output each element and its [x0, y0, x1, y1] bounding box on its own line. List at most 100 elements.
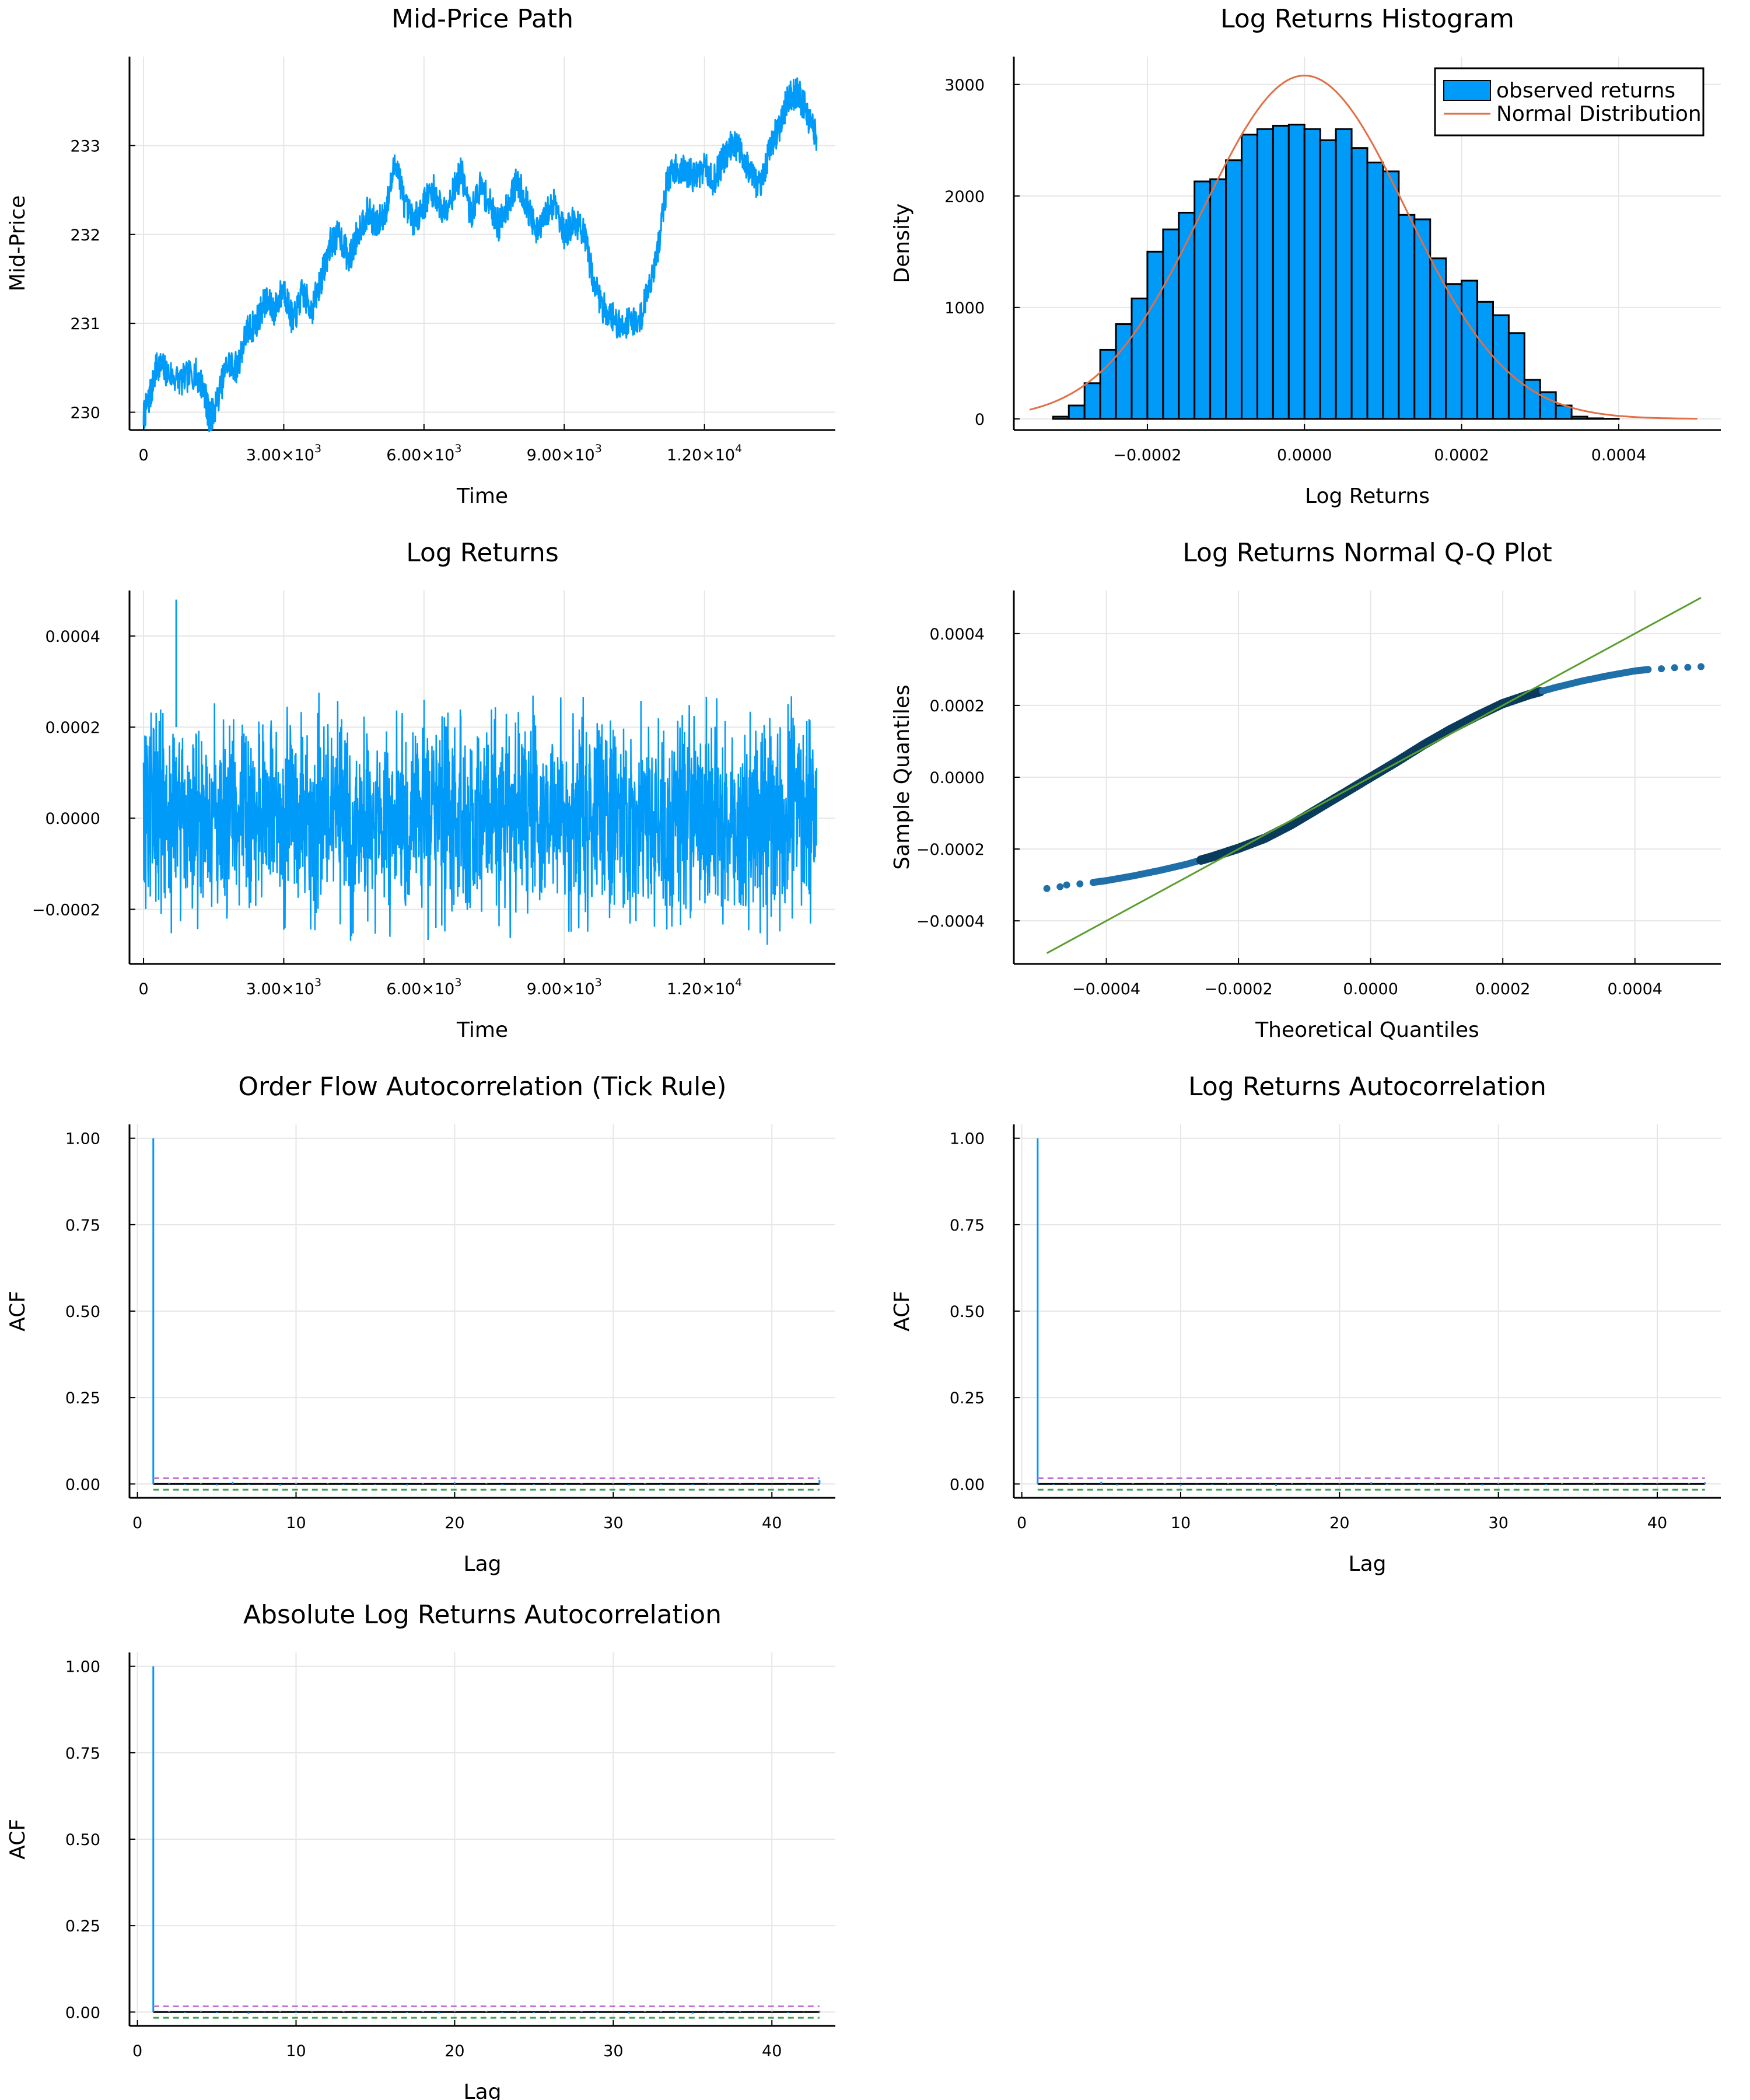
y-tick-label: 1.00 — [65, 1130, 100, 1148]
x-tick-label: 6.00×103 — [386, 442, 461, 464]
x-tick-label: 3.00×103 — [246, 976, 321, 998]
x-tick-label: 0.0000 — [1277, 446, 1332, 464]
x-tick-label: 10 — [1171, 1514, 1191, 1532]
x-tick-label: −0.0004 — [1072, 980, 1140, 998]
histogram-bar — [1382, 170, 1400, 420]
y-tick-label: 0.50 — [65, 1831, 100, 1849]
y-tick-label: 0.00 — [950, 1476, 985, 1494]
qq-point — [1644, 666, 1652, 673]
histogram-bar — [1194, 180, 1212, 420]
histogram-bar — [1335, 128, 1353, 420]
y-tick-label: 0.00 — [65, 2004, 100, 2022]
qq-point — [1684, 663, 1692, 671]
y-tick-label: −0.0002 — [32, 901, 100, 919]
x-tick-label: 6.00×103 — [386, 976, 461, 998]
x-tick-label: 30 — [1489, 1514, 1508, 1532]
y-tick-label: 0.0002 — [46, 719, 100, 737]
legend-label: observed returns — [1496, 79, 1675, 103]
x-axis-label: Lag — [464, 2080, 502, 2100]
histogram-bar — [1209, 178, 1227, 420]
histogram-bar — [1429, 257, 1447, 420]
y-tick-label: 0.0000 — [46, 810, 100, 828]
y-axis-label: ACF — [6, 1819, 30, 1860]
y-tick-label: 0.00 — [65, 1476, 100, 1494]
y-axis-label: Sample Quantiles — [890, 684, 914, 869]
x-tick-label: 0 — [138, 980, 148, 998]
x-axis-label: Time — [456, 484, 508, 508]
qq-point — [1698, 663, 1705, 670]
x-axis-label: Time — [456, 1018, 508, 1042]
x-tick-label: 1.20×104 — [667, 442, 742, 464]
x-axis-label: Log Returns — [1305, 484, 1430, 508]
y-tick-label: 1.00 — [65, 1658, 100, 1676]
x-tick-label: 0.0004 — [1608, 980, 1662, 998]
y-axis-label: Density — [890, 204, 914, 284]
y-axis-label: Mid-Price — [6, 195, 30, 292]
chart-title: Log Returns — [406, 538, 559, 568]
x-tick-label: 0.0004 — [1591, 446, 1646, 464]
x-tick-label: 20 — [1329, 1514, 1349, 1532]
y-tick-label: 231 — [70, 315, 100, 333]
x-tick-label: 10 — [286, 1514, 306, 1532]
histogram-bar — [1319, 139, 1337, 420]
qq-point — [1658, 665, 1665, 673]
y-tick-label: 0.75 — [950, 1217, 985, 1235]
histogram-bar — [1052, 415, 1070, 420]
x-tick-label: 20 — [444, 1514, 464, 1532]
x-tick-label: 40 — [1647, 1514, 1667, 1532]
x-tick-label: 0.0002 — [1434, 446, 1489, 464]
histogram-bar — [1068, 404, 1086, 420]
chart-title: Order Flow Autocorrelation (Tick Rule) — [238, 1072, 726, 1102]
normal-distribution-curve — [1029, 74, 1698, 420]
y-tick-label: 0.75 — [65, 1217, 100, 1235]
y-tick-label: 0.25 — [950, 1389, 985, 1407]
chart-title: Log Returns Autocorrelation — [1188, 1072, 1546, 1102]
histogram-bar — [1476, 301, 1494, 420]
y-tick-label: 0 — [975, 411, 985, 429]
x-tick-label: 0 — [132, 1514, 142, 1532]
y-axis-label: ACF — [6, 1291, 30, 1332]
x-tick-exponent: 3 — [314, 976, 321, 989]
histogram-bar — [1146, 250, 1164, 420]
y-tick-label: −0.0004 — [916, 913, 985, 931]
histogram-bar — [1303, 128, 1321, 420]
chart-title: Log Returns Histogram — [1220, 4, 1514, 34]
x-tick-exponent: 3 — [595, 442, 602, 455]
qq-point — [1043, 885, 1051, 892]
x-axis-label: Theoretical Quantiles — [1255, 1018, 1479, 1042]
histogram-bar — [1241, 134, 1258, 420]
histogram-bar — [1115, 323, 1133, 420]
x-tick-label: 9.00×103 — [527, 976, 602, 998]
x-tick-label: 30 — [603, 1514, 623, 1532]
x-tick-label: 0.0000 — [1343, 980, 1398, 998]
x-tick-label: −0.0002 — [1113, 446, 1181, 464]
y-tick-label: 0.0000 — [930, 769, 985, 787]
qq-point — [1056, 883, 1064, 890]
histogram-bar — [1256, 128, 1274, 420]
y-tick-label: 1.00 — [950, 1130, 985, 1148]
x-tick-label: 0 — [1017, 1514, 1027, 1532]
histogram-bar — [1570, 415, 1588, 420]
x-tick-exponent: 3 — [454, 976, 461, 989]
x-tick-label: 40 — [762, 2042, 782, 2060]
x-axis-label: Lag — [464, 1552, 502, 1576]
y-tick-label: 0.25 — [65, 1389, 100, 1407]
qq-point — [1076, 880, 1084, 887]
y-tick-label: 230 — [70, 404, 100, 422]
y-tick-label: 232 — [70, 226, 100, 244]
chart-acf_absreturns: 0 10 20 30 40 0.00 0.25 0.50 0.75 1.00 Absolute Lo… — [6, 1600, 835, 2100]
y-tick-label: 233 — [70, 137, 100, 155]
histogram-bar — [1162, 228, 1180, 420]
x-axis-label: Lag — [1349, 1552, 1387, 1576]
log-returns-line — [142, 692, 818, 945]
x-tick-label: 0 — [138, 446, 148, 464]
qq-point — [1063, 881, 1070, 889]
y-tick-label: −0.0002 — [916, 841, 985, 859]
x-tick-label: −0.0002 — [1205, 980, 1273, 998]
y-tick-label: 0.50 — [65, 1303, 100, 1321]
x-tick-exponent: 3 — [454, 442, 461, 455]
y-tick-label: 0.75 — [65, 1745, 100, 1763]
histogram-bar — [1445, 283, 1463, 420]
x-tick-exponent: 4 — [735, 442, 742, 455]
qq-reference-line — [1046, 596, 1702, 954]
